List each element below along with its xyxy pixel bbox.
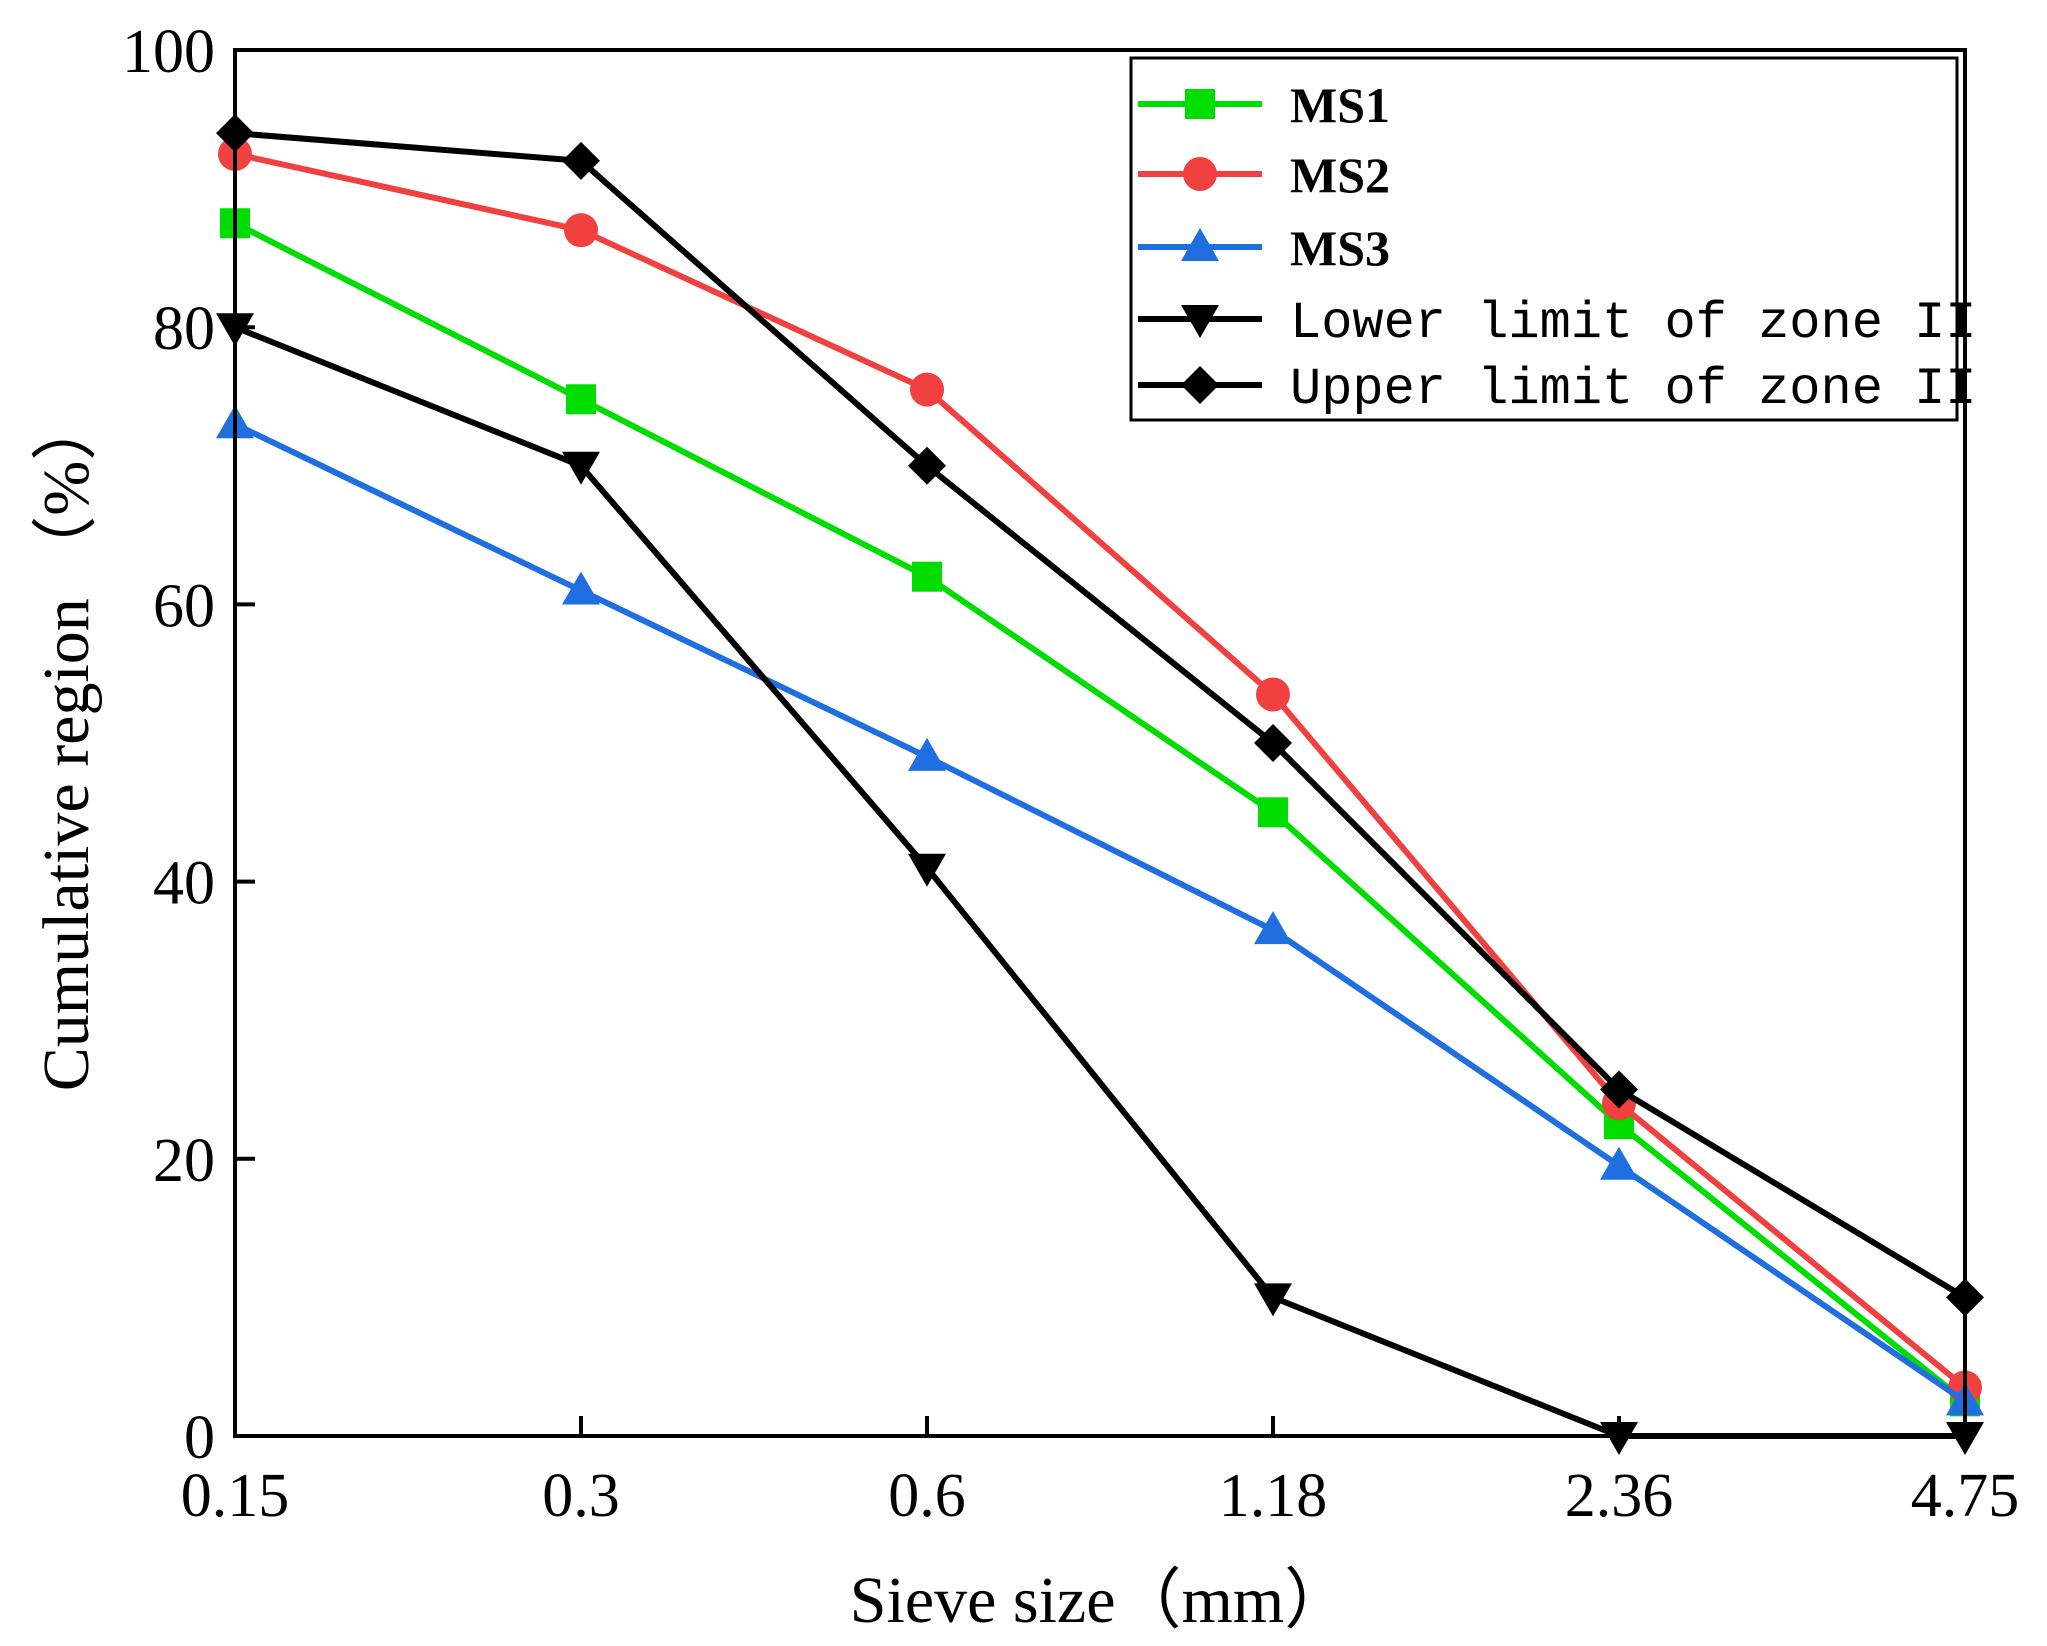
x-tick-label: 0.15 [181,1462,290,1530]
y-tick-label: 60 [153,572,215,640]
x-tick-label: 1.18 [1219,1462,1328,1530]
data-point [908,737,946,771]
series-line [234,130,1967,1300]
legend-label: MS2 [1290,147,1390,203]
data-point [908,446,946,485]
x-tick-label: 0.6 [888,1462,966,1530]
x-tick-label: 4.75 [1911,1462,2020,1530]
data-point [908,853,946,887]
legend-label: MS1 [1290,77,1390,133]
x-axis-title: Sieve size（mm） [850,1564,1350,1637]
data-point [1254,1283,1292,1317]
series-4 [216,313,1984,1455]
data-point [562,141,600,180]
data-point [910,372,944,407]
data-point [566,384,596,415]
y-tick-label: 40 [153,850,215,918]
data-point [1254,724,1292,762]
legend-marker [1183,157,1217,191]
data-point [562,571,600,605]
data-point [1946,1422,1984,1455]
data-point [1256,677,1290,712]
plot-frame [233,48,1967,1438]
x-tick-label: 0.3 [542,1462,620,1530]
data-point [1600,1070,1638,1109]
data-point [1600,1146,1638,1180]
y-tick-label: 100 [122,18,215,86]
legend-marker [1181,228,1219,261]
y-axis-title: Cumulative region （%） [30,395,103,1092]
axis-layer: 0 20 40 60 80 100 0.15 0.3 0.6 1.18 2.36 4.75 [122,18,2019,1530]
data-point [1254,911,1292,945]
x-tick-label: 2.36 [1565,1462,1674,1530]
series-line [234,151,1967,1390]
y-tick-label: 0 [184,1404,215,1472]
y-tick-label: 80 [153,295,215,363]
data-point [1258,797,1288,828]
legend-box [1129,56,1959,422]
legend: MS1 MS2 MS3 Lower limit of zone II Upper lim… [1129,56,1977,422]
data-point [564,213,598,248]
legend-label: MS3 [1290,220,1390,276]
series-3 [216,405,1984,1416]
data-point [912,561,942,592]
legend-marker [1181,305,1219,338]
series-line [233,421,1967,1404]
series-line [233,324,1965,1439]
y-tick-label: 20 [153,1127,215,1195]
data-point [562,451,600,485]
legend-label: Lower limit of zone II [1290,294,1977,353]
series-5 [216,114,1984,1317]
legend-label: Upper limit of zone II [1290,360,1977,419]
data-point [1600,1422,1638,1455]
legend-marker [1185,89,1215,119]
series-line [233,220,1967,1404]
legend-marker [1181,366,1219,404]
